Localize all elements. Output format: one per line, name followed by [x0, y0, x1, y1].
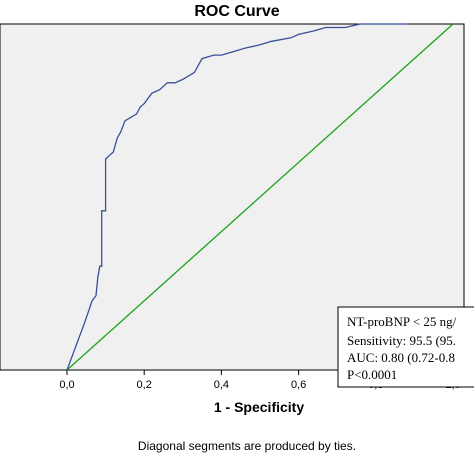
roc-curve-line [66, 23, 407, 371]
annotation-box: NT-proBNP < 25 ng/ Sensitivity: 95.5 (95… [337, 306, 474, 388]
annotation-line-1: NT-proBNP < 25 ng/ [347, 314, 457, 329]
annotation-line-4: P<0.0001 [347, 367, 397, 382]
x-axis-label: 1 - Specificity [214, 399, 304, 415]
x-tick-label: 0,0 [59, 379, 74, 391]
series-layer [66, 23, 454, 371]
annotation-line-3: AUC: 0.80 (0.72-0.8 [347, 350, 455, 365]
x-tick-label: 0,6 [291, 379, 306, 391]
annotation-frame [337, 306, 474, 388]
footnote: Diagonal segments are produced by ties. [138, 439, 356, 453]
reference-diagonal-line [66, 23, 454, 371]
x-tick-label: 0,2 [137, 379, 152, 391]
x-tick-label: 0,4 [214, 379, 229, 391]
chart-title: ROC Curve [194, 3, 279, 20]
annotation-line-2: Sensitivity: 95.5 (95. [347, 333, 456, 348]
